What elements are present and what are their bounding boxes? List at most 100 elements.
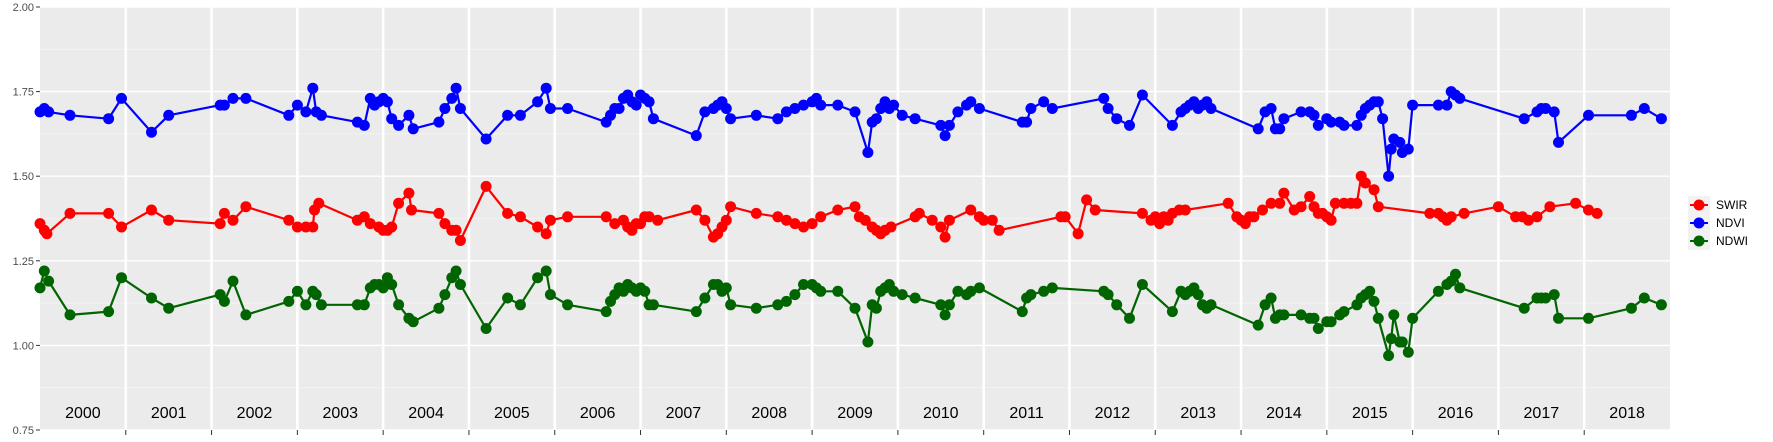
data-point-ndvi [1308, 109, 1320, 121]
data-point-swir [406, 204, 417, 216]
data-point-ndwi [300, 299, 312, 311]
data-point-ndvi [1407, 99, 1419, 111]
data-point-ndvi [1372, 96, 1384, 108]
data-point-swir [600, 211, 612, 223]
data-point-ndvi [403, 109, 415, 121]
data-point-ndvi [562, 103, 574, 114]
data-point-ndwi [1325, 316, 1337, 328]
data-point-ndwi [227, 275, 239, 287]
data-point-ndwi [1432, 285, 1444, 297]
data-point-swir [1304, 191, 1316, 202]
data-point-swir [1458, 207, 1470, 219]
data-point-ndvi [300, 106, 312, 118]
data-point-ndvi [1124, 119, 1135, 131]
data-point-swir [1274, 197, 1286, 209]
data-point-ndwi [935, 299, 947, 311]
data-point-ndvi [218, 99, 230, 111]
data-point-ndvi [1338, 119, 1350, 131]
data-point-swir [806, 218, 818, 230]
y-tick-label: 1.25 [13, 256, 34, 268]
data-point-ndwi [502, 292, 514, 304]
data-point-ndwi [1111, 299, 1123, 311]
data-point-swir [214, 218, 226, 230]
data-point-ndvi [64, 109, 76, 121]
legend-label-ndvi: NDVI [1716, 216, 1745, 230]
data-point-ndvi [720, 103, 732, 114]
data-point-swir [913, 207, 925, 219]
data-point-ndvi [1625, 109, 1637, 121]
data-point-swir [313, 197, 325, 209]
data-point-swir [798, 221, 809, 233]
data-point-swir [1570, 197, 1582, 209]
y-tick-label: 0.75 [13, 425, 34, 437]
data-point-ndwi [38, 265, 50, 277]
data-point-ndwi [789, 289, 801, 301]
data-point-ndvi [973, 103, 985, 114]
data-point-ndwi [1016, 306, 1028, 318]
data-point-ndvi [1136, 89, 1148, 101]
year-label: 2006 [580, 405, 616, 422]
data-point-ndwi [1205, 299, 1217, 311]
data-point-ndvi [943, 119, 955, 131]
data-point-ndwi [862, 336, 874, 348]
data-point-ndwi [952, 285, 964, 297]
data-point-ndwi [386, 279, 398, 290]
data-point-ndvi [965, 96, 977, 108]
legend-key-point [1693, 217, 1705, 229]
data-point-ndwi [896, 289, 908, 301]
data-point-ndwi [888, 285, 900, 297]
data-point-swir [454, 235, 466, 246]
data-point-ndwi [943, 299, 955, 311]
data-point-swir [772, 211, 784, 223]
data-point-ndvi [870, 113, 882, 125]
data-point-ndwi [1407, 312, 1419, 324]
data-point-ndwi [1655, 299, 1667, 311]
data-point-swir [403, 187, 415, 199]
data-point-ndwi [163, 302, 175, 314]
data-point-swir [939, 231, 951, 243]
data-point-ndwi [1450, 268, 1461, 280]
data-point-ndvi [439, 103, 451, 114]
data-point-ndwi [909, 292, 921, 304]
data-point-swir [926, 214, 938, 226]
data-point-ndwi [407, 316, 419, 328]
data-point-ndwi [43, 275, 55, 287]
data-point-ndvi [1432, 99, 1444, 111]
data-point-swir [1325, 214, 1337, 226]
data-point-ndwi [64, 309, 76, 321]
data-point-swir [1265, 197, 1277, 209]
data-point-ndvi [1454, 92, 1466, 104]
data-point-ndwi [1295, 309, 1307, 321]
data-point-ndwi [540, 265, 552, 277]
legend-key-point [1693, 235, 1705, 247]
year-label: 2005 [494, 405, 530, 422]
legend: SWIR NDVI NDWI [1688, 196, 1748, 250]
data-point-ndvi [1278, 113, 1290, 125]
data-point-ndwi [358, 299, 370, 311]
data-point-ndvi [699, 106, 711, 118]
data-point-ndvi [1295, 106, 1307, 118]
data-point-swir [64, 207, 76, 219]
data-point-swir [103, 207, 115, 219]
data-point-ndvi [514, 109, 526, 121]
data-point-ndwi [454, 279, 466, 290]
legend-key-point [1693, 199, 1705, 211]
data-point-ndvi [1638, 103, 1650, 114]
data-point-swir [1372, 201, 1384, 213]
data-point-ndvi [386, 113, 398, 125]
data-point-ndwi [1338, 306, 1350, 318]
data-point-ndvi [307, 82, 319, 94]
data-point-ndwi [103, 306, 115, 318]
data-point-ndwi [939, 309, 951, 321]
data-point-swir [859, 214, 871, 226]
data-point-ndvi [454, 103, 466, 114]
data-point-swir [307, 221, 319, 233]
data-point-ndvi [532, 96, 544, 108]
data-point-ndvi [1098, 92, 1110, 104]
data-point-ndwi [1265, 292, 1277, 304]
data-point-ndvi [690, 130, 702, 142]
year-label: 2000 [65, 405, 101, 422]
data-point-swir [1179, 204, 1191, 216]
data-point-swir [885, 221, 897, 233]
data-point-ndwi [146, 292, 157, 304]
